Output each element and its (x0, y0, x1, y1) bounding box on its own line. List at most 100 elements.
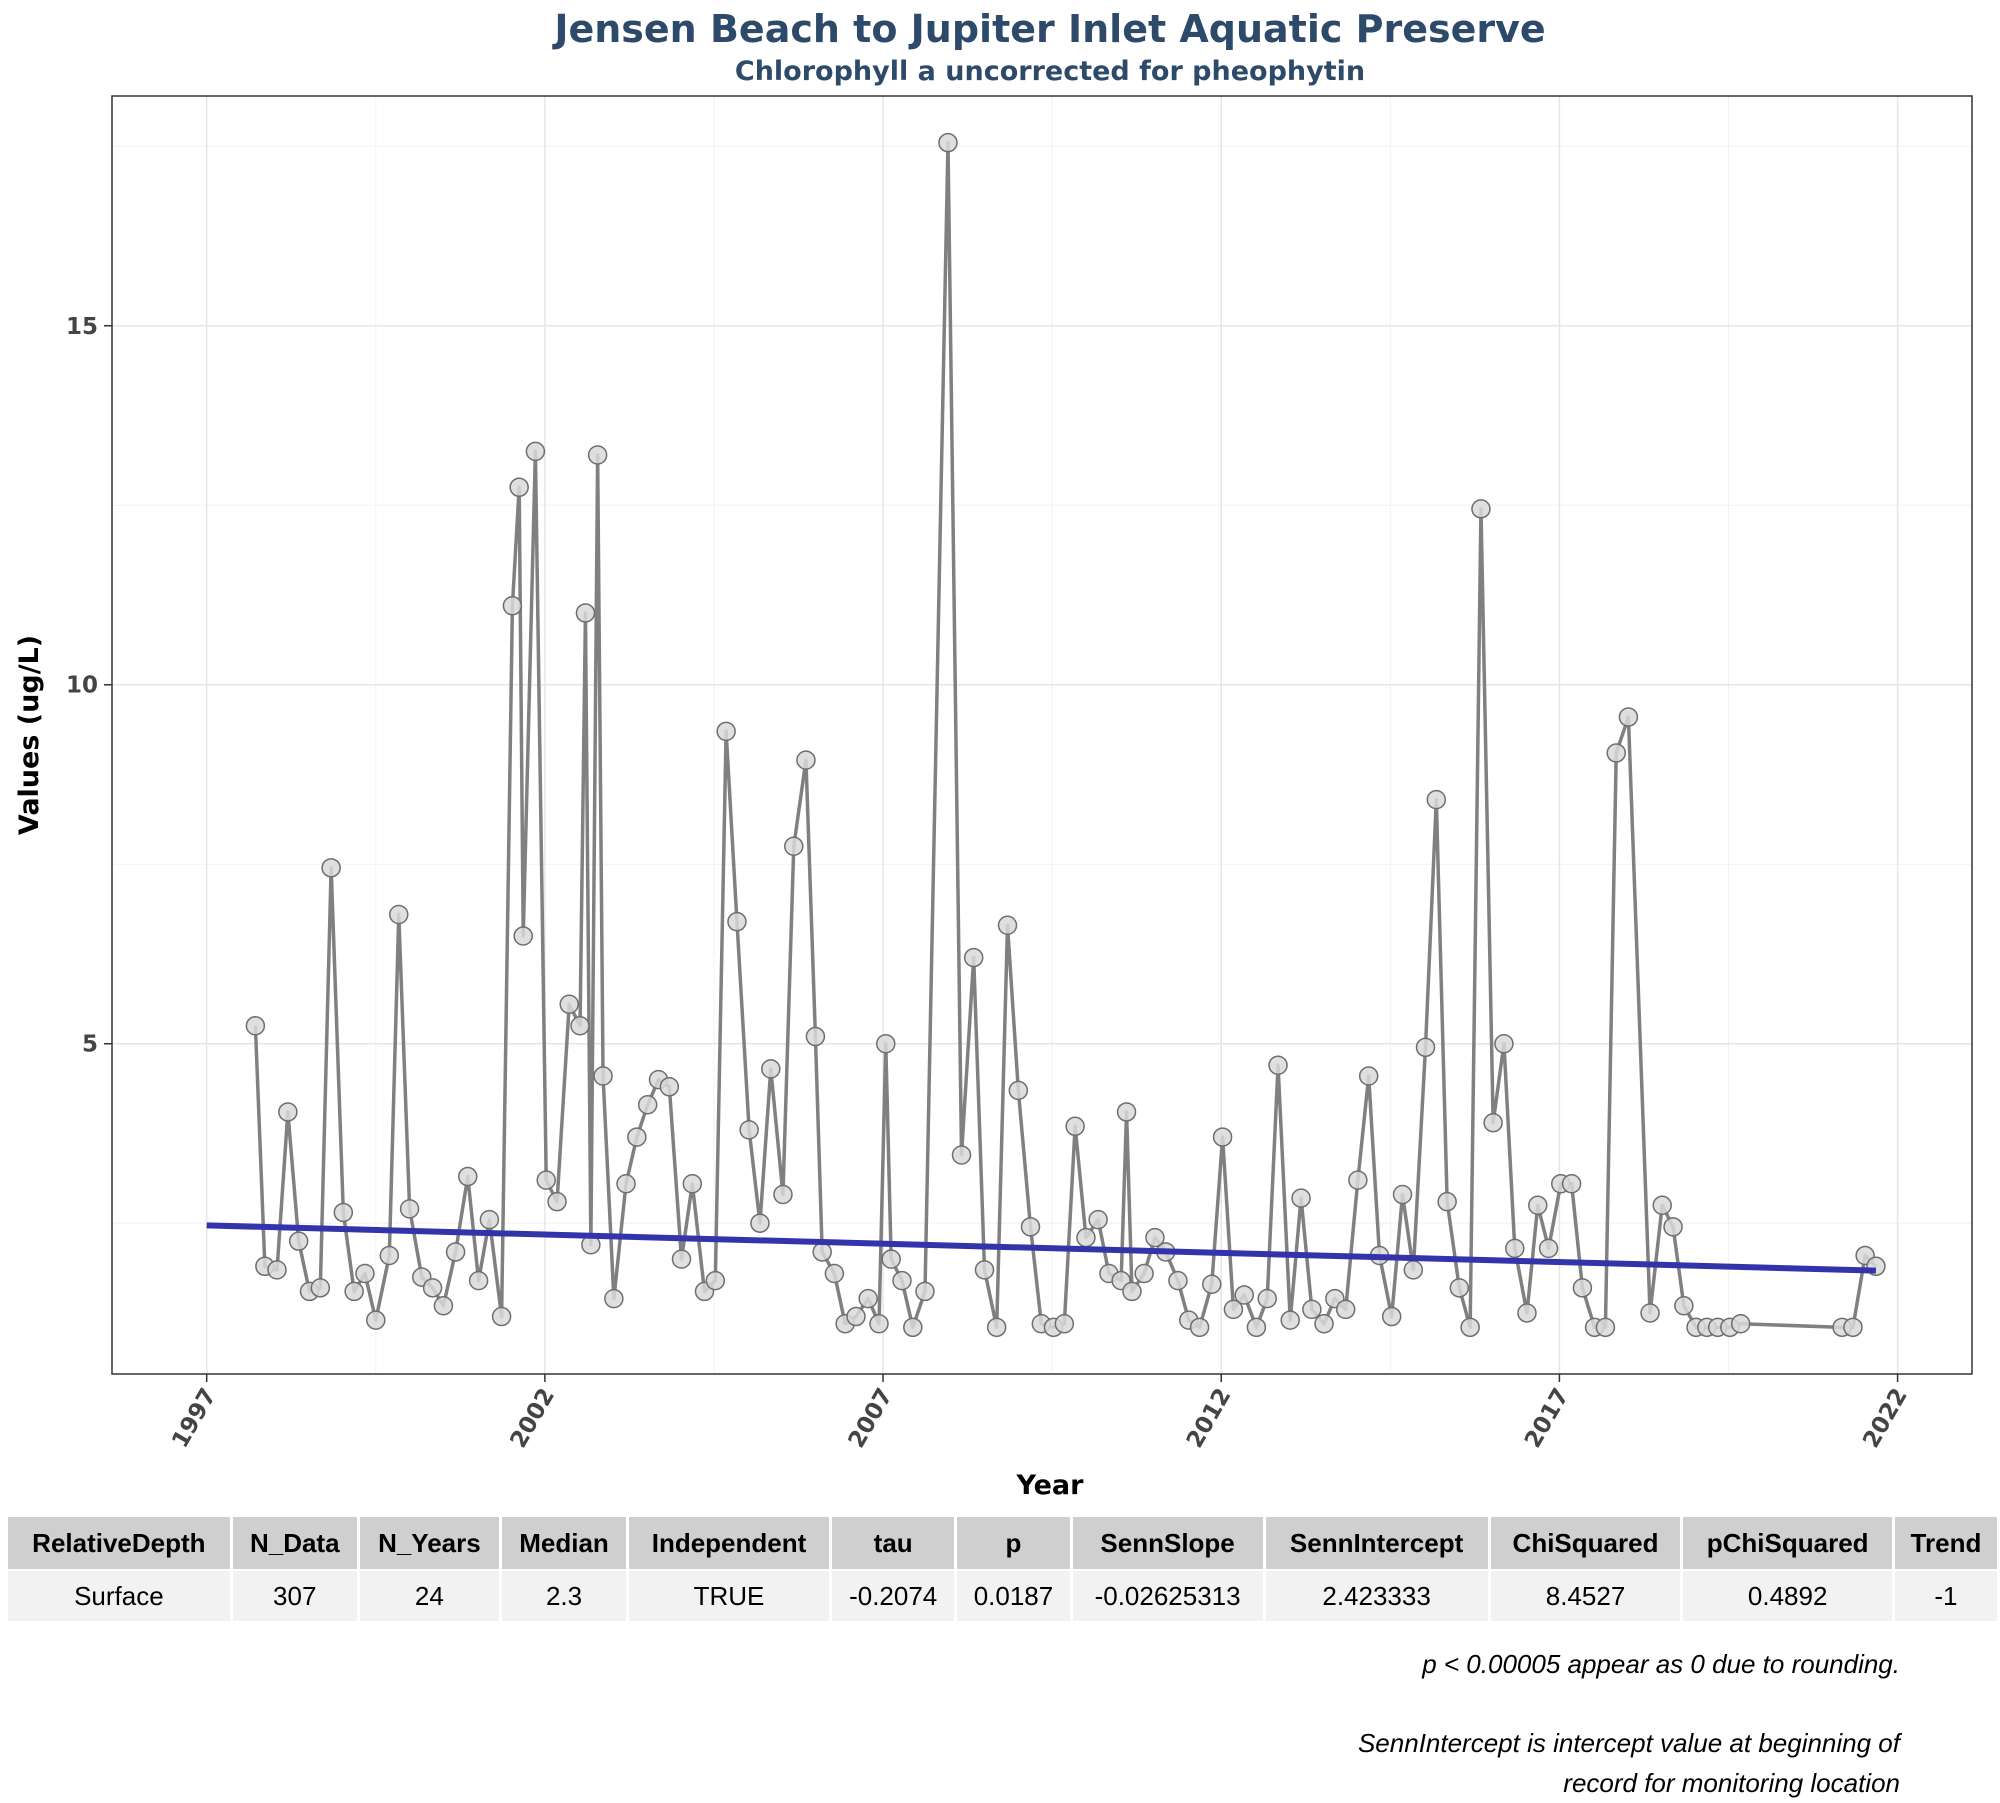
data-point (1122, 1281, 1142, 1302)
trend-layer (206, 1222, 1877, 1274)
data-point (1517, 1303, 1537, 1323)
data-point (509, 477, 529, 498)
data-point (846, 1306, 866, 1327)
table-cell: 2.423333 (1264, 1569, 1491, 1621)
data-point (1145, 1227, 1165, 1248)
table-header-cell: SennIntercept (1264, 1517, 1491, 1570)
data-point (637, 1095, 658, 1115)
data-point (796, 750, 816, 770)
data-point (1008, 1080, 1029, 1101)
plot-panel (111, 95, 1973, 1375)
data-point (963, 947, 984, 968)
data-point (267, 1260, 287, 1280)
data-point (986, 1317, 1007, 1338)
data-point (716, 721, 736, 742)
data-point (761, 1059, 781, 1079)
x-axis-title: Year (1016, 1470, 1085, 1500)
data-point (682, 1173, 703, 1194)
data-point (513, 926, 533, 946)
table-header-cell: N_Data (231, 1517, 360, 1570)
stats-header-row: RelativeDepth N_Data N_Years Median Independ… (8, 1517, 2000, 1570)
table-cell: 24 (358, 1569, 503, 1621)
data-point (1302, 1299, 1322, 1320)
x-tick-label: 1997 (167, 1384, 222, 1452)
data-point (915, 1281, 935, 1302)
data-point (1358, 1066, 1379, 1086)
y-tick-label: 10 (66, 673, 98, 699)
table-header-cell: Independent (627, 1517, 832, 1570)
table-header-cell: pChiSquared (1681, 1517, 1895, 1570)
data-point (1234, 1285, 1254, 1305)
series-layer (245, 132, 1886, 1338)
data-point (1246, 1317, 1267, 1338)
data-point (1606, 743, 1626, 763)
data-point (547, 1191, 567, 1212)
data-point (974, 1260, 995, 1280)
data-point (389, 904, 409, 925)
data-point (468, 1270, 489, 1291)
table-header-cell: Trend (1893, 1517, 2000, 1570)
data-point (458, 1166, 478, 1187)
data-point (570, 1016, 590, 1036)
data-point (784, 836, 804, 857)
table-cell: 307 (231, 1569, 360, 1621)
data-point (288, 1231, 309, 1251)
data-point (727, 911, 747, 932)
table-cell: Surface (8, 1569, 233, 1621)
y-axis-title: Values (ug/L) (14, 635, 45, 835)
data-point (1494, 1033, 1514, 1054)
data-point (812, 1242, 832, 1262)
table-cell: -1 (1893, 1569, 2000, 1621)
table-cell: -0.02625313 (1071, 1569, 1266, 1621)
data-point (399, 1199, 420, 1219)
data-point (1426, 789, 1447, 810)
data-point (366, 1310, 386, 1330)
data-point (1392, 1184, 1413, 1205)
data-point (344, 1281, 364, 1302)
data-point (593, 1066, 613, 1086)
data-point (627, 1127, 647, 1147)
data-point (869, 1313, 889, 1334)
data-point (1168, 1270, 1188, 1291)
data-point (1674, 1296, 1694, 1316)
data-point (876, 1033, 896, 1054)
data-point (659, 1077, 680, 1097)
data-point (1572, 1278, 1593, 1298)
data-point (951, 1145, 972, 1165)
table-cell: 0.4892 (1681, 1569, 1895, 1621)
data-point (1116, 1102, 1137, 1122)
table-header-cell: N_Years (358, 1517, 503, 1570)
data-point (903, 1317, 923, 1338)
intercept-note-line1: SennIntercept is intercept value at begi… (1357, 1728, 1900, 1758)
data-point (355, 1263, 375, 1284)
data-point (881, 1249, 901, 1269)
data-point (559, 994, 579, 1014)
data-point (1730, 1313, 1751, 1334)
data-point (1652, 1195, 1672, 1216)
data-point (333, 1202, 354, 1223)
data-point (1212, 1127, 1233, 1147)
x-tick-label: 2017 (1520, 1384, 1575, 1452)
data-point (1065, 1116, 1085, 1137)
data-point (321, 858, 341, 878)
data-point (1640, 1303, 1660, 1323)
data-point (1403, 1260, 1424, 1280)
table-header-cell: RelativeDepth (8, 1517, 233, 1570)
rounding-note: p < 0.00005 appear as 0 due to rounding. (1422, 1649, 1900, 1679)
x-axis: 1997 2002 2007 2012 2017 2022 (167, 1374, 1913, 1452)
data-point (379, 1245, 400, 1266)
x-tick-label: 2002 (506, 1384, 561, 1452)
data-point (1348, 1170, 1368, 1190)
data-point (502, 596, 523, 616)
data-point (1054, 1313, 1075, 1334)
x-tick-label: 2022 (1858, 1384, 1913, 1452)
data-point (1471, 499, 1491, 519)
data-point (278, 1102, 298, 1122)
data-point (858, 1288, 878, 1309)
data-point (671, 1249, 692, 1269)
data-point (1415, 1037, 1436, 1058)
data-point (491, 1306, 512, 1327)
table-cell: -0.2074 (830, 1569, 958, 1621)
data-point (1291, 1188, 1311, 1208)
trend-line (206, 1222, 1877, 1274)
